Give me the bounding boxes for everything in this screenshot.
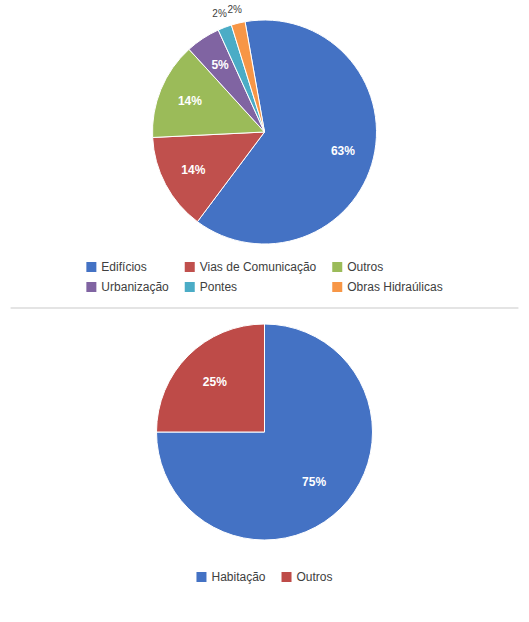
legend-label: Outros <box>347 260 383 274</box>
divider <box>11 308 519 309</box>
legend-label: Obras Hidraúlicas <box>347 280 442 294</box>
pie: 75% 25% <box>157 324 373 540</box>
data-label: 2% <box>212 8 227 19</box>
legend: Edifícios Vias de Comunicação Outros Urbani… <box>86 260 442 294</box>
legend-item: Pontes <box>185 280 237 294</box>
data-label: 63% <box>331 144 355 158</box>
legend-item: Outros <box>282 570 333 584</box>
legend: Habitação Outros <box>196 570 332 584</box>
legend-label: Pontes <box>200 280 237 294</box>
pie-slice <box>231 22 264 132</box>
legend-swatch <box>86 282 96 292</box>
legend-item: Urbanização <box>86 280 169 294</box>
data-label: 25% <box>203 375 227 389</box>
legend-swatch <box>332 282 342 292</box>
legend-label: Urbanização <box>101 280 169 294</box>
data-label: 14% <box>181 163 205 177</box>
legend-item: Obras Hidraúlicas <box>332 280 442 294</box>
legend-swatch <box>86 262 96 272</box>
pie: 63% 14% 14% 5% 2%2% <box>153 3 377 244</box>
legend-swatch <box>185 282 195 292</box>
legend-item: Outros <box>332 260 383 274</box>
data-label: 14% <box>178 94 202 108</box>
legend-swatch <box>196 572 206 582</box>
pie-slice <box>153 132 265 222</box>
legend-item: Edifícios <box>86 260 146 274</box>
chart-root: 63% 14% 14% 5% 2%2% Edifícios Vias de Comunica… <box>0 0 529 622</box>
pie-slice <box>157 324 265 432</box>
legend-label: Vias de Comunicação <box>200 260 317 274</box>
legend-label: Habitação <box>211 570 265 584</box>
legend-item: Vias de Comunicação <box>185 260 317 274</box>
legend-swatch <box>185 262 195 272</box>
data-label: 5% <box>211 58 229 72</box>
legend-label: Edifícios <box>101 260 146 274</box>
legend-swatch <box>282 572 292 582</box>
legend-item: Habitação <box>196 570 265 584</box>
data-label: 75% <box>302 475 326 489</box>
data-label: 2% <box>228 3 243 14</box>
pie-slice <box>157 324 373 540</box>
legend-label: Outros <box>297 570 333 584</box>
legend-swatch <box>332 262 342 272</box>
